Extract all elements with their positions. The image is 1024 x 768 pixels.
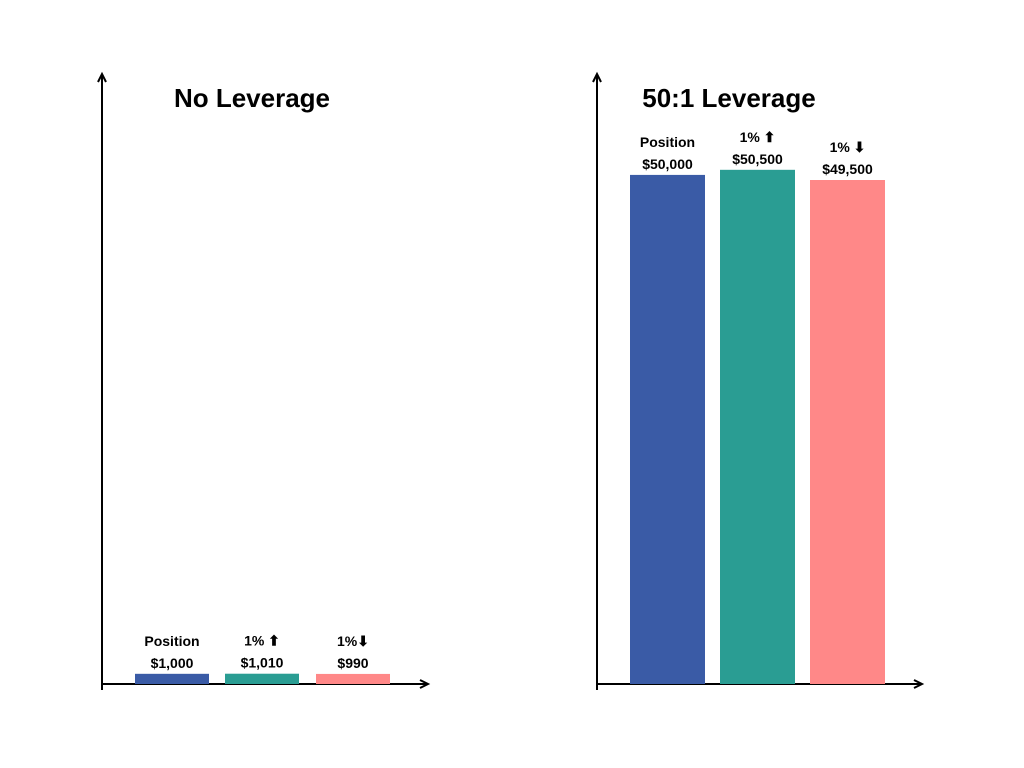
bar-group: Position $50,000 1% ⬆ $50,500 1% ⬇ $49,500: [630, 129, 885, 684]
bar-value-label: $49,500: [822, 161, 873, 177]
x-axis-arrow: [419, 679, 431, 689]
bar-label-top: 1%⬇: [337, 633, 369, 649]
bar-value-label: $1,000: [151, 655, 194, 671]
bar-1: [135, 673, 209, 684]
bar-group: Position $1,000 1% ⬆ $1,010 1%⬇ $990: [135, 633, 390, 684]
bar-label-top: 1% ⬆: [740, 129, 776, 145]
bar-label-top: 1% ⬇: [830, 139, 866, 155]
bar-1: [630, 174, 705, 684]
x-axis-arrow: [913, 679, 925, 689]
bar-value-label: $50,000: [642, 156, 693, 172]
no-leverage-panel: No Leverage Position $1,000 1% ⬆ $1,010 1%⬇ $…: [97, 71, 431, 690]
bar-value-label: $50,500: [732, 151, 783, 167]
y-axis-arrow: [97, 71, 107, 83]
bar-2: [225, 673, 299, 684]
chart-title: No Leverage: [174, 83, 330, 113]
bar-value-label: $990: [337, 655, 368, 671]
bar-label-top: Position: [144, 633, 199, 649]
chart-title: 50:1 Leverage: [642, 83, 815, 113]
bar-label-top: Position: [640, 134, 695, 150]
leverage-50-panel: 50:1 Leverage Position $50,000 1% ⬆ $50,500…: [592, 71, 925, 690]
bar-3: [810, 180, 885, 684]
bar-2: [720, 169, 795, 684]
bar-value-label: $1,010: [241, 655, 284, 671]
y-axis-arrow: [592, 71, 602, 83]
bar-3: [316, 673, 390, 684]
bar-label-top: 1% ⬆: [244, 633, 280, 649]
